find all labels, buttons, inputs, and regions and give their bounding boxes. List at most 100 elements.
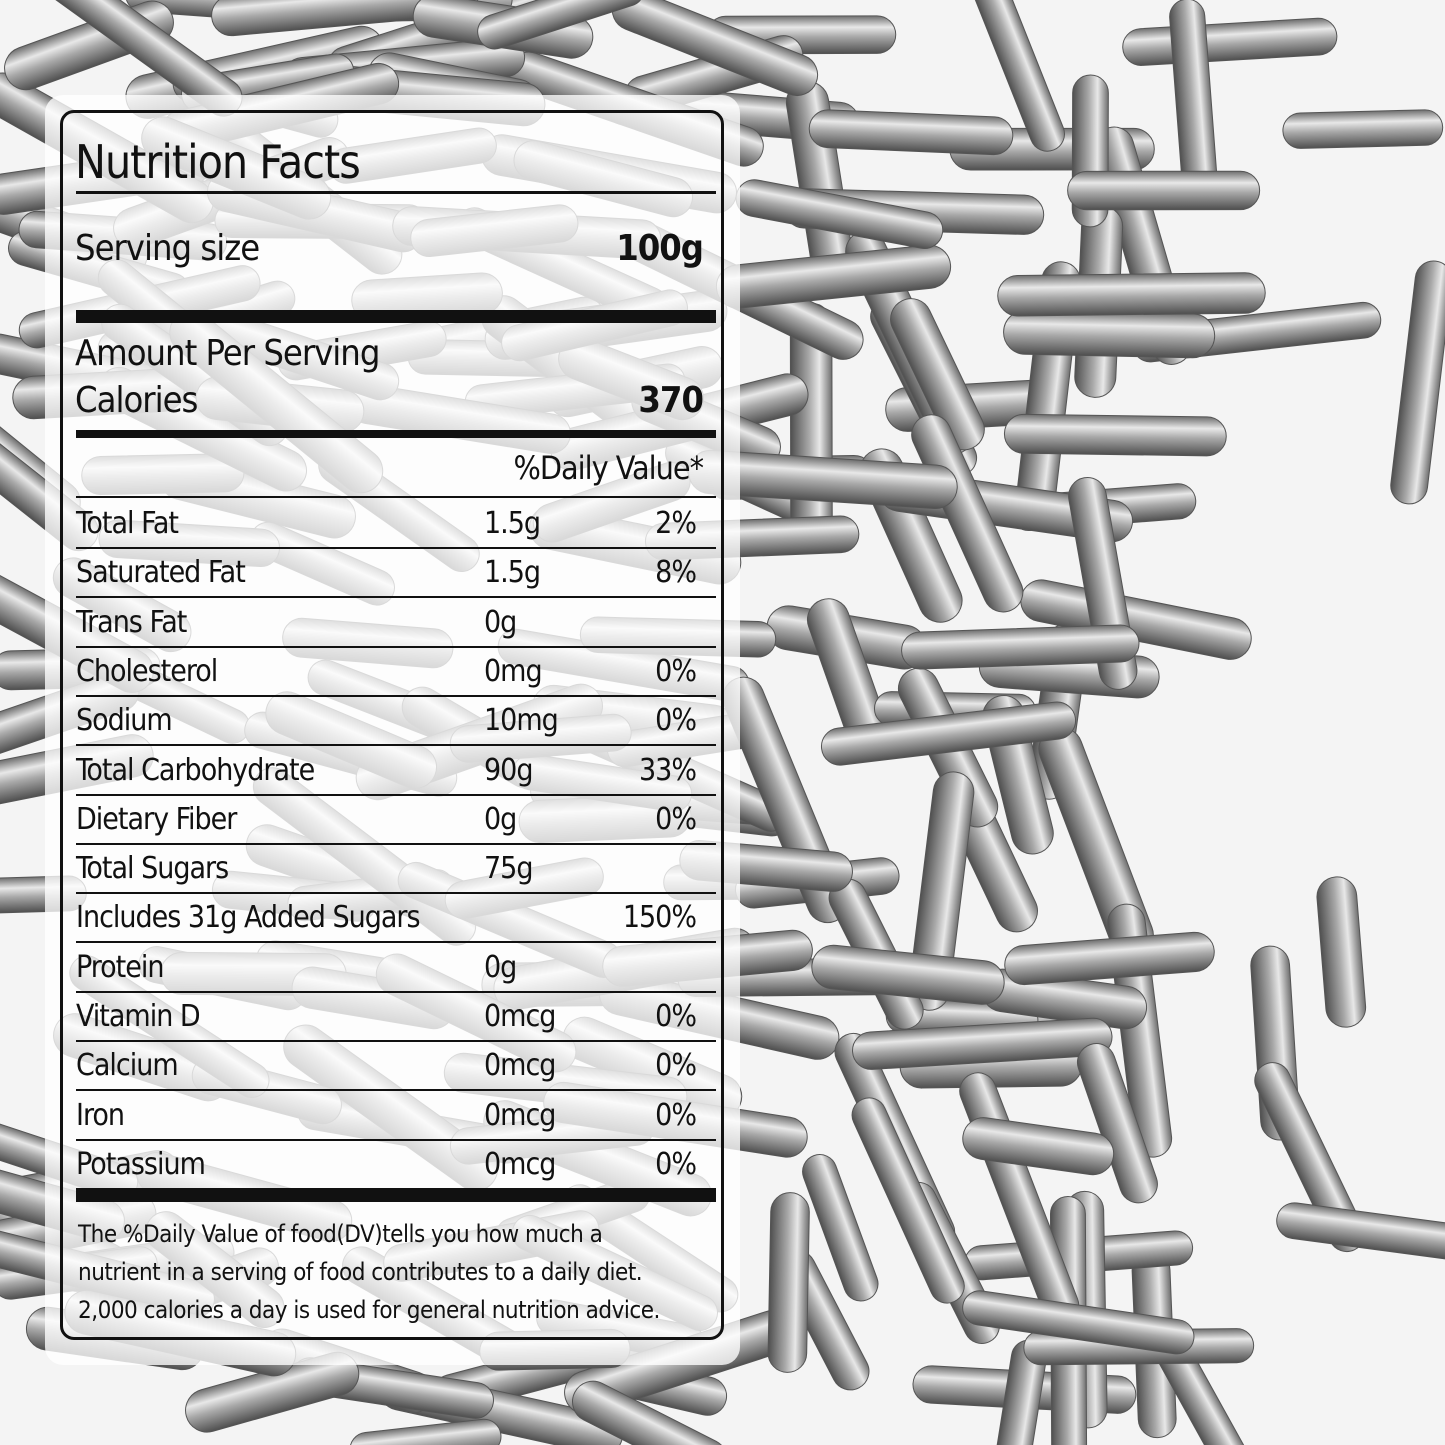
nutrient-row: Total Carbohydrate 90g 33% xyxy=(76,745,716,796)
nutrient-name: Potassium xyxy=(76,1146,206,1182)
nutrient-row: Total Sugars 75g xyxy=(76,843,716,895)
nutrient-row: Sodium 10mg 0% xyxy=(76,695,716,747)
nutrient-row: Vitamin D 0mcg 0% xyxy=(76,991,716,1042)
nutrient-amount: 75g xyxy=(484,851,533,887)
nutrient-amount: 1.5g xyxy=(484,555,541,591)
nutrient-name: Iron xyxy=(76,1097,125,1133)
nutrient-name: Total Fat xyxy=(76,506,179,541)
nutrient-name: Trans Fat xyxy=(76,604,187,640)
sprinkle xyxy=(1122,17,1338,66)
sprinkle xyxy=(997,272,1266,317)
nutrient-amount: 0g xyxy=(484,604,517,640)
label-title: Nutrition Facts xyxy=(75,135,361,189)
nutrient-row: Dietary Fiber 0g 0% xyxy=(76,794,716,845)
nutrient-row: Total Fat 1.5g 2% xyxy=(76,498,716,549)
nutrient-row: Potassium 0mcg 0% xyxy=(76,1139,716,1188)
nutrient-amount: 0mg xyxy=(484,653,543,689)
amount-per-serving: Amount Per Serving xyxy=(75,333,380,374)
sprinkle xyxy=(1003,413,1227,457)
sprinkle xyxy=(477,0,645,50)
nutrient-name: Total Carbohydrate xyxy=(76,752,315,788)
nutrient-name: Sodium xyxy=(76,703,173,739)
sprinkle xyxy=(1003,309,1216,359)
sprinkle xyxy=(962,1117,1115,1176)
nutrient-row: Cholesterol 0mg 0% xyxy=(76,646,716,697)
sprinkle xyxy=(1282,109,1444,149)
nutrient-daily-value: 0% xyxy=(655,1146,697,1182)
serving-size-value: 100g xyxy=(616,228,704,269)
nutrient-row: Iron 0mcg 0% xyxy=(76,1090,716,1141)
serving-size-label: Serving size xyxy=(75,228,260,269)
sprinkle xyxy=(851,1097,965,1304)
nutrient-daily-value: 33% xyxy=(639,752,697,788)
sprinkle xyxy=(1276,1202,1445,1268)
sprinkle xyxy=(1390,260,1445,505)
sprinkle xyxy=(349,1418,502,1445)
calories-value: 370 xyxy=(638,380,704,421)
nutrient-row: Protein 0g xyxy=(76,942,716,993)
nutrient-name: Vitamin D xyxy=(76,999,201,1034)
sprinkle xyxy=(1076,1043,1158,1204)
sprinkle xyxy=(1067,170,1261,211)
nutrient-name: Protein xyxy=(76,949,164,985)
sprinkle xyxy=(1004,931,1215,986)
footnote-line: The %Daily Value of food(DV)tells you ho… xyxy=(78,1220,603,1248)
nutrient-name: Includes 31g Added Sugars xyxy=(76,900,421,936)
sprinkle xyxy=(962,1290,1195,1355)
sprinkle xyxy=(1316,876,1367,1028)
nutrient-amount: 0g xyxy=(484,949,517,985)
nutrient-name: Cholesterol xyxy=(76,653,218,689)
footnote-line: 2,000 calories a day is used for general… xyxy=(78,1296,660,1324)
calories-label: Calories xyxy=(75,380,198,421)
nutrient-amount: 0mcg xyxy=(484,1146,556,1182)
nutrient-amount: 1.5g xyxy=(484,506,541,541)
nutrient-amount: 90g xyxy=(484,752,533,788)
sprinkle xyxy=(802,1154,879,1302)
nutrient-daily-value: 8% xyxy=(655,555,697,591)
nutrient-amount: 0mcg xyxy=(484,1097,556,1133)
nutrient-daily-value: 150% xyxy=(622,900,697,936)
sprinkle xyxy=(808,109,1014,156)
nutrient-name: Dietary Fiber xyxy=(76,801,237,837)
thick-divider xyxy=(76,430,716,438)
nutrient-daily-value: 2% xyxy=(655,506,697,541)
sprinkle xyxy=(911,414,1024,613)
nutrient-name: Calcium xyxy=(76,1048,179,1084)
nutrient-amount: 10mg xyxy=(484,703,559,739)
nutrient-daily-value: 0% xyxy=(655,1048,697,1084)
sprinkle xyxy=(852,1017,1113,1070)
thick-divider xyxy=(76,310,716,323)
nutrient-daily-value: 0% xyxy=(655,999,697,1034)
nutrient-amount: 0mcg xyxy=(484,999,556,1034)
nutrient-row: Includes 31g Added Sugars 150% xyxy=(76,892,716,944)
divider xyxy=(76,496,716,498)
sprinkle xyxy=(947,0,1065,152)
sprinkle xyxy=(1254,1062,1365,1253)
sprinkle xyxy=(820,701,1077,766)
divider xyxy=(76,191,716,194)
nutrient-amount: 0mcg xyxy=(484,1048,556,1084)
nutrition-facts-label: Nutrition Facts Serving size 100g Amount… xyxy=(60,110,724,1340)
nutrient-amount: 0g xyxy=(484,801,517,837)
nutrient-daily-value: 0% xyxy=(655,703,697,739)
footnote-line: nutrient in a serving of food contribute… xyxy=(78,1258,643,1286)
sprinkle xyxy=(572,1380,728,1445)
sprinkle xyxy=(767,1192,810,1373)
nutrient-daily-value: 0% xyxy=(655,653,697,689)
nutrient-daily-value: 0% xyxy=(655,1097,697,1133)
sprinkle xyxy=(901,624,1140,670)
nutrient-row: Trans Fat 0g xyxy=(76,597,716,648)
nutrient-row: Saturated Fat 1.5g 8% xyxy=(76,547,716,599)
nutrient-name: Saturated Fat xyxy=(76,555,246,591)
thick-divider xyxy=(76,1188,716,1202)
sprinkle xyxy=(890,298,985,451)
footnote: The %Daily Value of food(DV)tells you ho… xyxy=(78,1215,660,1329)
nutrient-row: Calcium 0mcg 0% xyxy=(76,1040,716,1092)
nutrient-name: Total Sugars xyxy=(76,851,229,887)
sprinkle xyxy=(211,0,479,37)
nutrition-panel-backdrop xyxy=(45,95,740,1365)
sprinkle xyxy=(811,944,1005,1005)
daily-value-header: %Daily Value* xyxy=(513,449,704,487)
sprinkle xyxy=(908,771,975,1011)
nutrient-daily-value: 0% xyxy=(655,801,697,837)
